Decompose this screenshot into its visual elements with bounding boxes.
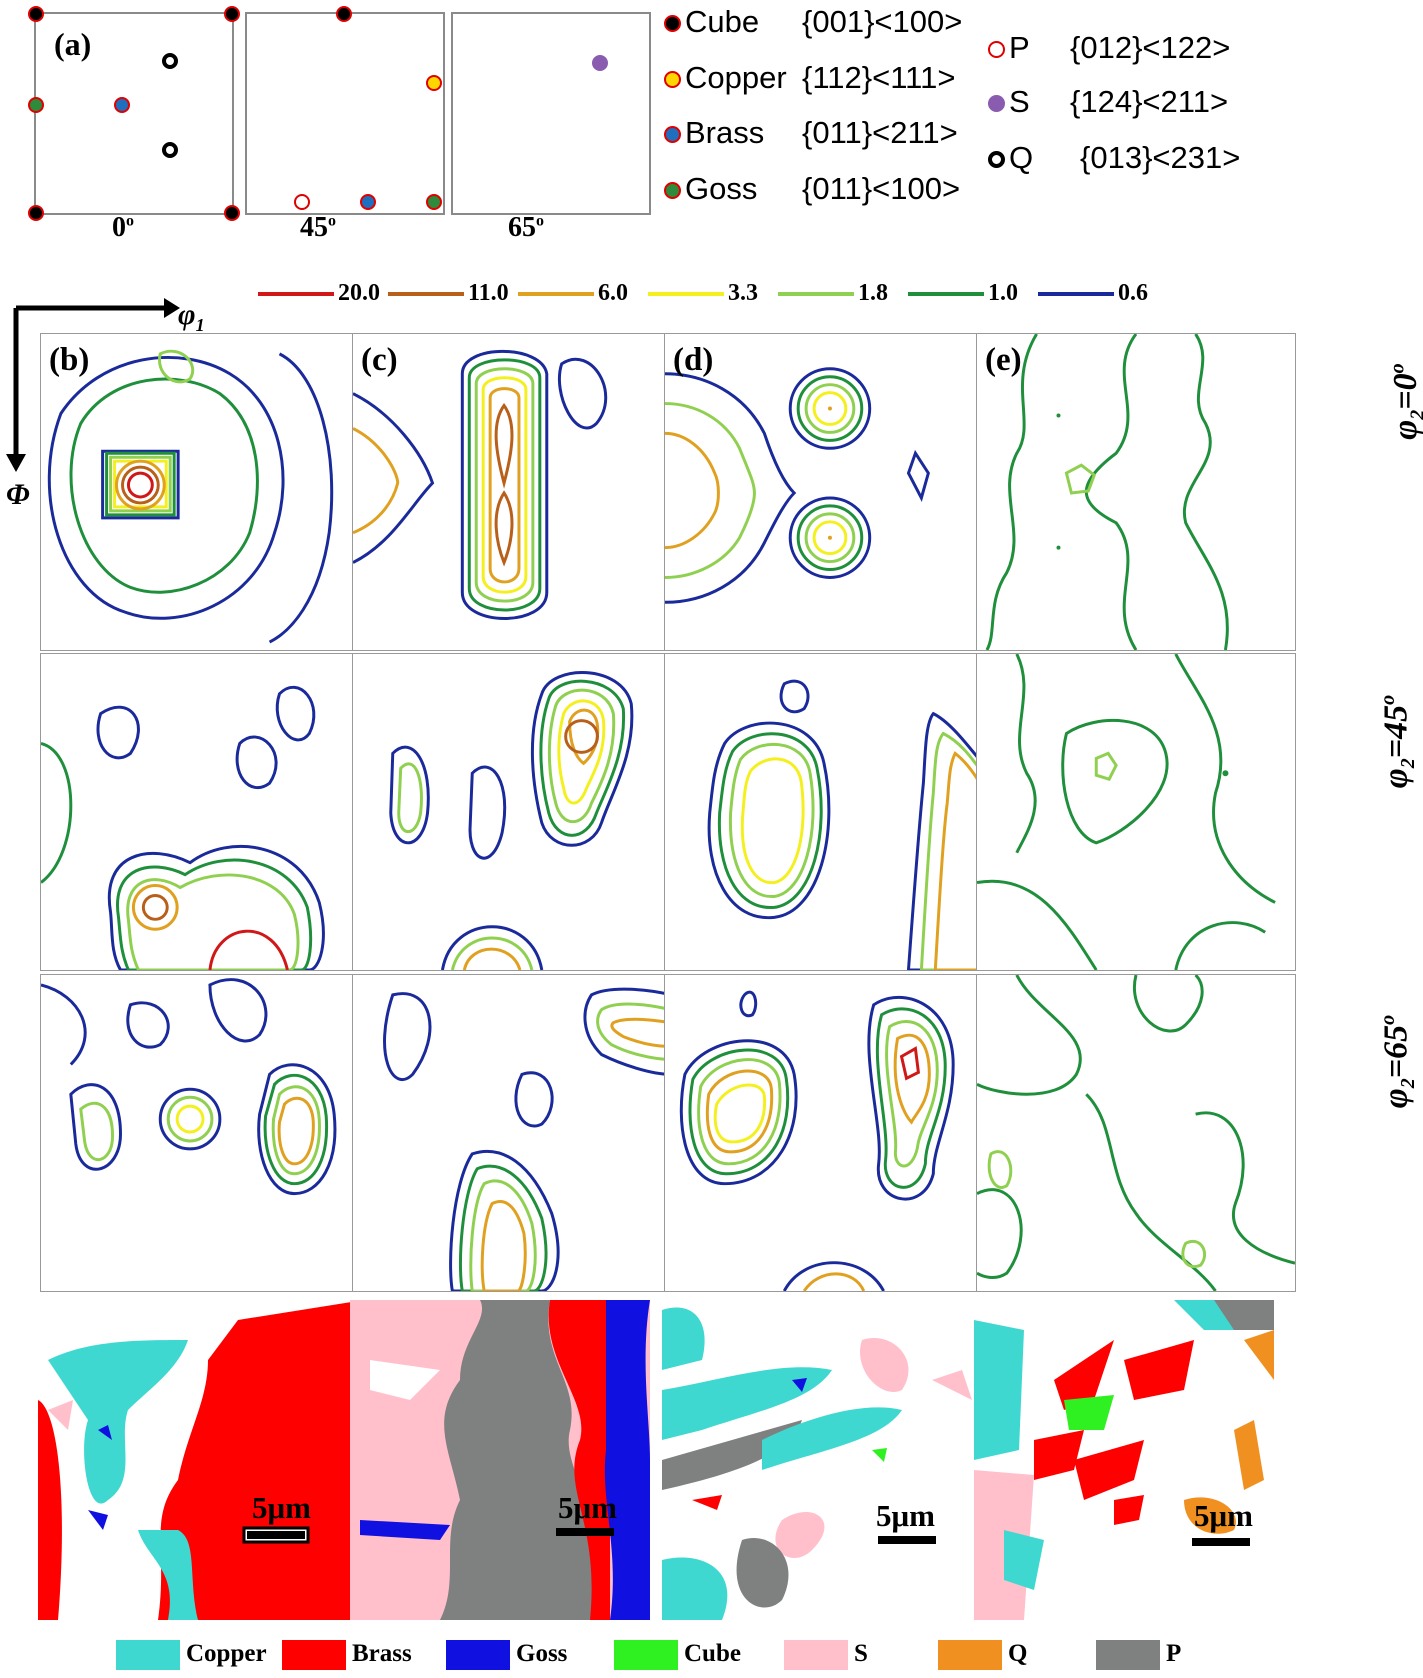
contour-level-1-0: 1.0 <box>908 280 1018 307</box>
odf-c-phi2-65 <box>352 974 672 1292</box>
angle-label-45: 45o <box>300 212 336 243</box>
legend-item-q: Q <box>938 1640 1027 1671</box>
legend-p: P {012}<122> <box>988 30 1230 66</box>
cube-marker <box>28 6 44 22</box>
contour-level-0-6: 0.6 <box>1038 280 1148 307</box>
legend-s: S {124}<211> <box>988 84 1228 120</box>
row-label-phi2-0: φ2=0o <box>1386 363 1423 440</box>
q-marker <box>162 53 178 69</box>
axes-arrows <box>6 298 180 472</box>
ebsd-map-b: 5μm <box>38 1300 364 1620</box>
legend-q: Q {013}<231> <box>988 140 1240 176</box>
angle-label-0: 0o <box>112 212 134 243</box>
odf-c-phi2-0: (c) <box>352 333 672 651</box>
s-marker <box>592 55 608 71</box>
ebsd-map-c: 5μm <box>350 1300 676 1620</box>
ebsd-map-d: 5μm <box>662 1300 988 1620</box>
odf-b-phi2-0: (b) <box>40 333 360 651</box>
contour-level-11: 11.0 <box>388 280 509 307</box>
odf-e-phi2-0: (e) <box>976 333 1296 651</box>
legend-goss: Goss {011}<100> <box>664 171 960 207</box>
panel-a-label: (a) <box>54 26 92 62</box>
scale-bar-label: 5μm <box>558 1490 617 1525</box>
scale-bar-label: 5μm <box>252 1490 311 1525</box>
legend-item-cube: Cube <box>614 1640 741 1671</box>
scale-bar-label: 5μm <box>876 1498 935 1533</box>
odf-b-phi2-45 <box>40 653 360 971</box>
legend-item-p: P <box>1096 1640 1181 1671</box>
panel-e-label: (e) <box>985 342 1022 378</box>
q-marker <box>162 142 178 158</box>
schematic-box-45 <box>245 6 445 215</box>
brass-marker <box>360 194 376 210</box>
odf-e-phi2-45 <box>976 653 1296 971</box>
row-label-phi2-65: φ2=65o <box>1377 1014 1420 1109</box>
brass-marker <box>114 97 130 113</box>
goss-marker <box>426 194 442 210</box>
legend-cube: Cube {001}<100> <box>664 4 962 40</box>
legend-copper: Copper {112}<111> <box>664 60 955 96</box>
legend-item-copper: Copper <box>116 1640 267 1671</box>
odf-b-phi2-65 <box>40 974 360 1292</box>
cube-marker <box>224 205 240 221</box>
copper-marker <box>426 75 442 91</box>
row-label-phi2-45: φ2=45o <box>1377 694 1420 789</box>
legend-item-brass: Brass <box>282 1640 412 1671</box>
schematic-box-65 <box>451 12 651 215</box>
phi1-axis-label: φ1 <box>178 298 205 335</box>
contour-level-20: 20.0 <box>258 280 380 307</box>
scale-bar-label: 5μm <box>1194 1498 1253 1533</box>
contour-level-3-3: 3.3 <box>648 280 758 307</box>
cube-marker <box>28 205 44 221</box>
legend-item-s: S <box>784 1640 868 1671</box>
legend-brass: Brass {011}<211> <box>664 115 958 151</box>
panel-d-label: (d) <box>673 342 714 378</box>
cube-marker <box>336 6 352 22</box>
ebsd-map-e: 5μm <box>974 1300 1300 1620</box>
angle-label-65: 65o <box>508 212 544 243</box>
odf-d-phi2-65 <box>664 974 984 1292</box>
odf-d-phi2-45 <box>664 653 984 971</box>
panel-c-label: (c) <box>361 342 398 378</box>
p-marker <box>294 194 310 210</box>
odf-c-phi2-45 <box>352 653 672 971</box>
goss-marker <box>28 97 44 113</box>
contour-level-1-8: 1.8 <box>778 280 888 307</box>
odf-e-phi2-65 <box>976 974 1296 1292</box>
cube-marker <box>224 6 240 22</box>
contour-level-6: 6.0 <box>518 280 628 307</box>
odf-d-phi2-0: (d) <box>664 333 984 651</box>
panel-b-label: (b) <box>49 342 90 378</box>
schematic-box-0: (a) <box>28 6 240 221</box>
legend-item-goss: Goss <box>446 1640 567 1671</box>
Phi-axis-label: Φ <box>6 478 30 511</box>
